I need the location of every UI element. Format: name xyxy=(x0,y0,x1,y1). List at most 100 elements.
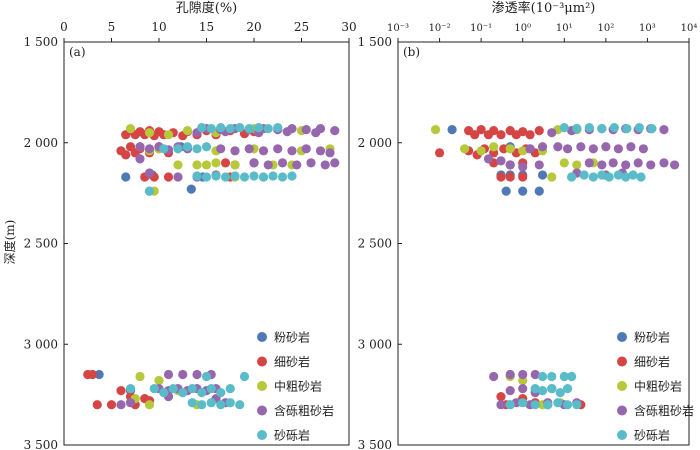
data-point xyxy=(505,369,515,380)
data-point xyxy=(230,146,240,156)
data-point xyxy=(434,148,445,158)
data-point xyxy=(216,388,226,398)
data-point xyxy=(187,398,197,408)
series-a xyxy=(125,123,297,410)
data-point xyxy=(235,400,245,410)
data-point xyxy=(489,371,499,382)
data-point xyxy=(537,142,548,152)
data-point xyxy=(613,170,623,180)
data-point xyxy=(311,128,321,138)
y-tick-label-b: 3 500 xyxy=(358,438,392,450)
data-point xyxy=(459,144,470,154)
x-tick-label-a: 20 xyxy=(246,20,261,34)
data-point xyxy=(125,124,136,134)
data-point xyxy=(201,142,212,152)
data-point xyxy=(562,400,573,410)
data-point xyxy=(159,144,169,154)
data-point xyxy=(518,162,528,172)
data-point xyxy=(192,160,202,170)
data-point xyxy=(163,172,174,182)
data-point xyxy=(144,186,155,196)
data-point xyxy=(621,160,631,170)
data-point xyxy=(669,160,680,170)
data-point xyxy=(505,400,515,410)
data-point xyxy=(537,371,548,382)
data-point xyxy=(230,171,240,181)
data-point xyxy=(249,158,259,168)
y-tick-label-a: 3 500 xyxy=(24,438,58,450)
data-point xyxy=(525,144,535,154)
data-point xyxy=(192,144,202,154)
data-point xyxy=(572,400,582,410)
data-point xyxy=(216,400,226,410)
data-point xyxy=(505,385,515,396)
data-point xyxy=(659,158,669,168)
legend-label-a: 细砂岩 xyxy=(274,354,310,369)
data-point xyxy=(306,158,316,168)
data-point xyxy=(553,142,563,152)
data-point xyxy=(182,142,193,152)
data-point xyxy=(489,142,499,152)
data-point xyxy=(646,160,656,170)
x-tick-label-b: 10⁻² xyxy=(429,23,451,34)
legend-marker-b xyxy=(617,381,627,391)
legend-label-a: 中粗砂岩 xyxy=(274,379,322,394)
data-point xyxy=(301,144,311,154)
data-point xyxy=(315,146,326,156)
legend-marker-b xyxy=(617,356,627,367)
y-tick-label-b: 2 500 xyxy=(358,237,392,251)
data-point xyxy=(534,126,544,136)
y-tick-label-a: 2 000 xyxy=(24,136,58,150)
data-point xyxy=(154,375,164,386)
data-point xyxy=(173,144,183,154)
data-point xyxy=(499,144,509,154)
x-tick-label-a: 25 xyxy=(294,20,309,34)
data-point xyxy=(584,158,594,168)
data-point xyxy=(268,171,278,181)
x-axis-label-b: 渗透率(10⁻³μm²) xyxy=(492,0,596,16)
data-point xyxy=(277,158,288,168)
data-point xyxy=(225,398,235,408)
data-point xyxy=(121,172,131,182)
legend-marker-a xyxy=(257,356,267,367)
data-point xyxy=(505,160,515,170)
x-tick-label-b: 10⁴ xyxy=(681,23,698,34)
data-point xyxy=(555,388,565,398)
panel-label-a: (a) xyxy=(69,45,86,59)
legend-label-a: 砂砾岩 xyxy=(274,428,310,443)
x-tick-label-b: 10⁻³ xyxy=(387,23,409,34)
data-point xyxy=(173,160,183,170)
x-tick-label-a: 10 xyxy=(151,20,166,34)
data-point xyxy=(530,383,540,394)
data-point xyxy=(501,186,511,196)
data-point xyxy=(647,124,657,134)
data-point xyxy=(239,172,250,182)
data-point xyxy=(496,392,506,402)
data-point xyxy=(505,144,515,154)
legend-marker-a xyxy=(257,381,267,391)
series-b xyxy=(430,125,598,410)
data-point xyxy=(173,172,183,182)
legend-marker-b xyxy=(617,332,627,342)
x-tick-label-b: 10⁻¹ xyxy=(470,23,492,34)
data-point xyxy=(628,170,638,180)
data-point xyxy=(163,369,174,380)
data-point xyxy=(258,172,269,182)
data-point xyxy=(489,126,499,136)
data-point xyxy=(547,371,557,382)
data-point xyxy=(601,142,611,152)
data-point xyxy=(125,398,136,408)
data-point xyxy=(197,123,207,133)
data-point xyxy=(230,160,240,170)
data-point xyxy=(496,130,506,140)
data-point xyxy=(258,146,269,156)
data-point xyxy=(216,144,226,154)
data-point xyxy=(638,144,648,154)
data-point xyxy=(622,124,632,134)
data-point xyxy=(470,130,480,140)
data-point xyxy=(87,369,98,380)
series-b xyxy=(505,123,657,410)
legend-marker-a xyxy=(257,405,267,416)
data-point xyxy=(292,160,302,170)
data-point xyxy=(588,144,598,154)
